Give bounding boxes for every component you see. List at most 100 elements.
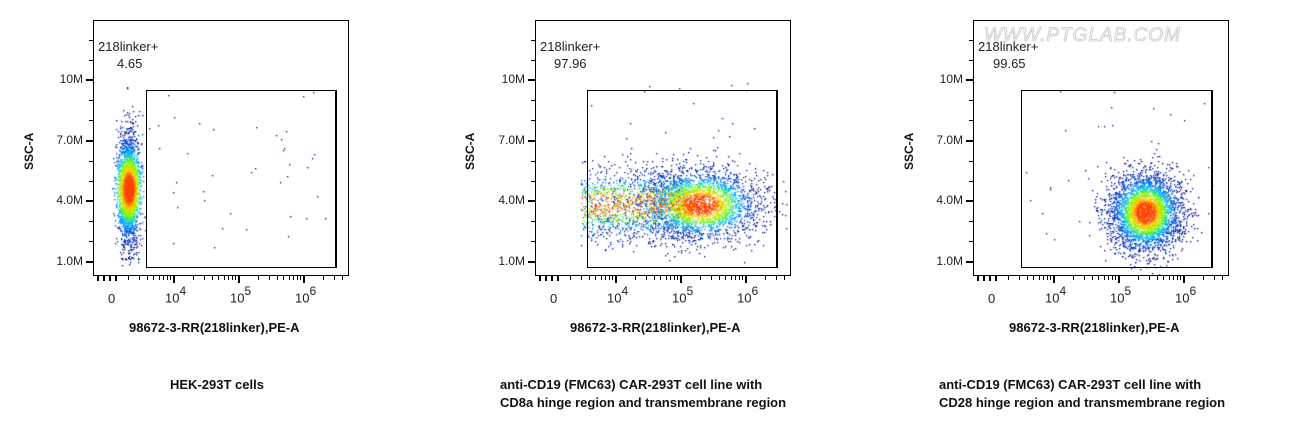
plot-panel-cd28: 218linker+ 99.65 WWW.PTGLAB.COM 10M 7.0M 4…: [880, 0, 1293, 441]
y-minor-tick: [89, 100, 93, 101]
gate-name: 218linker+: [540, 39, 601, 54]
x-tick: [995, 276, 997, 281]
x-minor-tick: [166, 276, 168, 280]
x-minor-tick: [665, 276, 667, 280]
y-minor-tick: [531, 241, 535, 242]
y-minor-tick: [531, 100, 535, 101]
x-tick: [103, 276, 105, 281]
gate-name: 218linker+: [978, 39, 1039, 54]
y-axis-label: SSC-A: [902, 132, 916, 170]
x-minor-tick: [660, 276, 662, 280]
y-minor-tick: [531, 120, 535, 121]
x-tick-label: 106: [1175, 284, 1197, 306]
gate-percent: 4.65: [117, 56, 143, 71]
caption-line-1: HEK-293T cells: [170, 377, 264, 392]
x-minor-tick: [1038, 276, 1040, 280]
x-minor-tick: [1033, 276, 1035, 280]
y-minor-tick: [89, 120, 93, 121]
y-tick-label: 4.0M: [56, 193, 83, 207]
x-minor-tick: [589, 276, 591, 280]
y-minor-tick: [531, 40, 535, 41]
watermark: WWW.PTGLAB.COM: [984, 25, 1181, 47]
x-minor-tick: [223, 276, 225, 280]
caption-line-2: CD8a hinge region and transmembrane regi…: [500, 395, 787, 410]
x-tick: [1118, 276, 1120, 283]
plot-area: 218linker+ 99.65 WWW.PTGLAB.COM: [973, 20, 1230, 277]
y-tick-label: 4.0M: [498, 193, 525, 207]
x-minor-tick: [1214, 276, 1215, 280]
y-minor-tick: [89, 221, 93, 222]
y-minor-tick: [969, 181, 973, 182]
x-minor-tick: [158, 276, 160, 280]
caption-line-1: anti-CD19 (FMC63) CAR-293T cell line wit…: [939, 377, 1202, 392]
x-minor-tick: [742, 276, 744, 280]
x-tick-label: 106: [737, 284, 759, 306]
x-tick-label: 0: [108, 291, 116, 306]
y-tick-label: 1.0M: [56, 254, 83, 268]
x-minor-tick: [1042, 276, 1044, 280]
x-minor-tick: [296, 276, 298, 280]
x-tick: [977, 276, 979, 281]
y-tick: [966, 140, 973, 142]
x-minor-tick: [334, 276, 335, 280]
x-tick-label: 105: [1110, 284, 1132, 306]
x-minor-tick: [1084, 276, 1085, 280]
y-minor-tick: [969, 221, 973, 222]
x-minor-tick: [153, 276, 155, 280]
y-minor-tick: [531, 60, 535, 61]
y-tick-label: 10M: [501, 72, 525, 86]
caption-line-2: CD28 hinge region and transmembrane regi…: [939, 395, 1226, 410]
x-minor-tick: [1098, 276, 1100, 280]
x-tick: [1183, 276, 1185, 283]
x-minor-tick: [764, 276, 766, 280]
x-tick: [615, 276, 617, 283]
x-minor-tick: [673, 276, 675, 280]
plot-panel-cd8a: 218linker+ 97.96 10M 7.0M 4.0M 1.0M 0 104 105…: [441, 0, 871, 441]
y-minor-tick: [969, 60, 973, 61]
x-tick: [303, 276, 305, 283]
plot-area: 218linker+ 4.65: [93, 20, 350, 277]
x-tick: [989, 276, 991, 281]
density-scatter: [536, 21, 792, 277]
x-tick: [551, 276, 553, 281]
y-minor-tick: [969, 100, 973, 101]
x-minor-tick: [227, 276, 229, 280]
x-axis-label: 98672-3-RR(218linker),PE-A: [129, 320, 300, 335]
x-minor-tick: [127, 276, 129, 280]
x-minor-tick: [277, 276, 279, 280]
y-minor-tick: [969, 40, 973, 41]
x-tick: [173, 276, 175, 283]
y-tick-label: 10M: [939, 72, 963, 86]
x-minor-tick: [600, 276, 602, 280]
x-tick: [983, 276, 985, 281]
x-tick: [680, 276, 682, 283]
x-tick: [745, 276, 747, 283]
x-minor-tick: [235, 276, 237, 280]
x-minor-tick: [699, 276, 701, 280]
y-axis-label: SSC-A: [22, 132, 36, 170]
x-minor-tick: [231, 276, 233, 280]
x-minor-tick: [1149, 276, 1150, 280]
x-minor-tick: [581, 276, 582, 280]
x-axis-label: 98672-3-RR(218linker),PE-A: [1009, 320, 1180, 335]
y-tick-label: 10M: [59, 72, 83, 86]
x-minor-tick: [1111, 276, 1113, 280]
gate-rectangle: [587, 90, 778, 268]
x-tick: [545, 276, 547, 281]
x-minor-tick: [1046, 276, 1048, 280]
x-minor-tick: [669, 276, 671, 280]
y-minor-tick: [89, 161, 93, 162]
x-minor-tick: [1168, 276, 1170, 280]
gate-percent: 99.65: [993, 56, 1026, 71]
x-minor-tick: [1115, 276, 1117, 280]
plot-area: 218linker+ 97.96: [535, 20, 792, 277]
y-tick-label: 7.0M: [56, 133, 83, 147]
x-minor-tick: [204, 276, 205, 280]
x-minor-tick: [300, 276, 302, 280]
y-tick-label: 1.0M: [498, 254, 525, 268]
x-tick: [1053, 276, 1055, 283]
gate-name: 218linker+: [98, 39, 159, 54]
x-minor-tick: [147, 276, 149, 280]
density-scatter: [974, 21, 1230, 277]
x-minor-tick: [1107, 276, 1109, 280]
